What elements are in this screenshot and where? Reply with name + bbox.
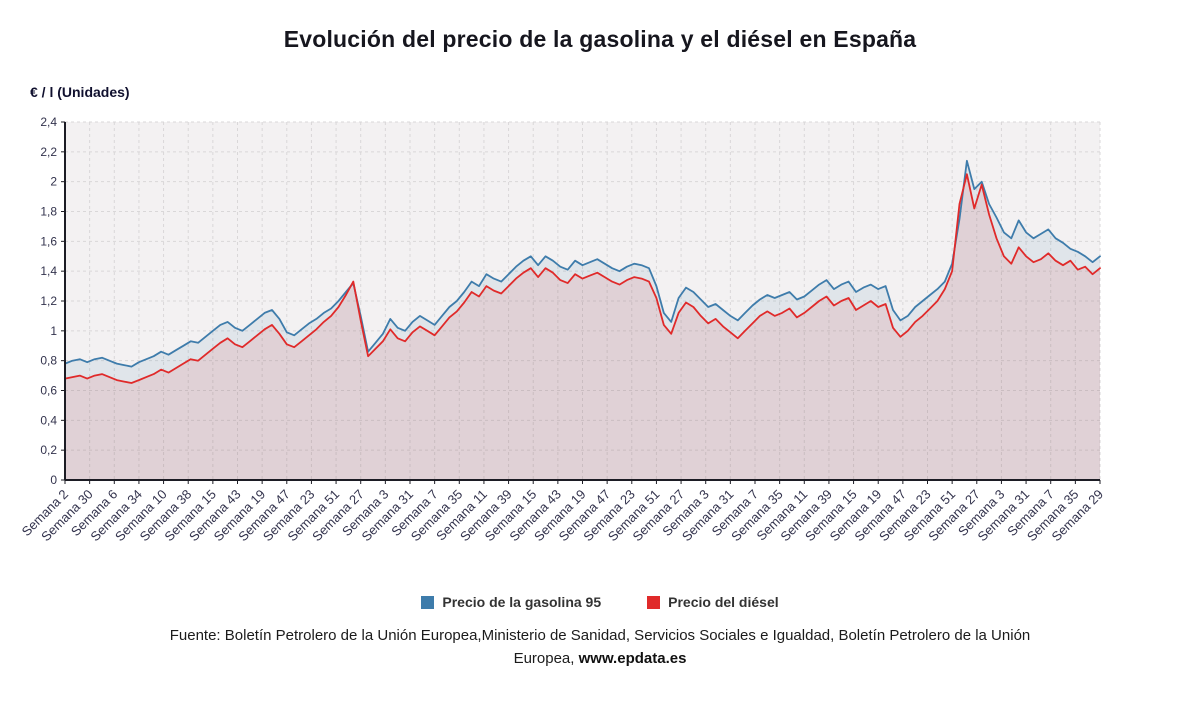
svg-text:1,4: 1,4 [40,264,57,278]
svg-text:2,2: 2,2 [40,145,57,159]
price-evolution-chart: Semana 2 Semana 30 Semana 6 Semana 34 Semana… [0,98,1200,590]
svg-text:2,4: 2,4 [40,115,57,129]
svg-text:0,2: 0,2 [40,443,57,457]
chart-legend: Precio de la gasolina 95 Precio del diés… [0,594,1200,610]
svg-text:1: 1 [50,324,57,338]
epdata-link[interactable]: www.epdata.es [578,650,687,668]
source-text-line1: Fuente: Boletín Petrolero de la Unión Eu… [169,627,1031,644]
chart-title: Evolución del precio de la gasolina y el… [283,26,917,52]
diesel-legend-swatch [647,595,661,609]
gasolina-legend-label: Precio de la gasolina 95 [442,594,602,610]
svg-text:0,4: 0,4 [40,413,57,427]
svg-text:1,2: 1,2 [40,294,57,308]
svg-text:0: 0 [50,473,57,487]
svg-text:1,8: 1,8 [40,205,57,219]
svg-text:2: 2 [50,175,57,189]
diesel-legend-label: Precio del diésel [668,594,779,610]
y-axis-unit-label: € / l (Unidades) [30,84,130,100]
source-attribution: Fuente: Boletín Petrolero de la Unión Eu… [70,624,1130,671]
source-text-line2: Europea, [513,650,579,668]
svg-text:0,8: 0,8 [40,354,57,368]
svg-text:0,6: 0,6 [40,384,57,398]
gasolina-legend-swatch [421,595,435,609]
legend-item-gasolina[interactable]: Precio de la gasolina 95 [421,594,601,610]
svg-text:1,6: 1,6 [40,234,57,248]
legend-item-diesel[interactable]: Precio del diésel [647,594,779,610]
